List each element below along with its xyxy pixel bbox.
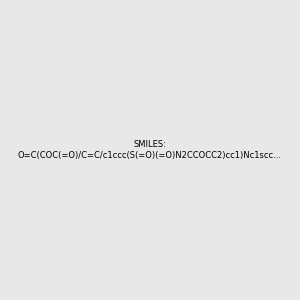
Text: SMILES:
O=C(COC(=O)/C=C/c1ccc(S(=O)(=O)N2CCOCC2)cc1)Nc1scc...: SMILES: O=C(COC(=O)/C=C/c1ccc(S(=O)(=O)N… <box>18 140 282 160</box>
